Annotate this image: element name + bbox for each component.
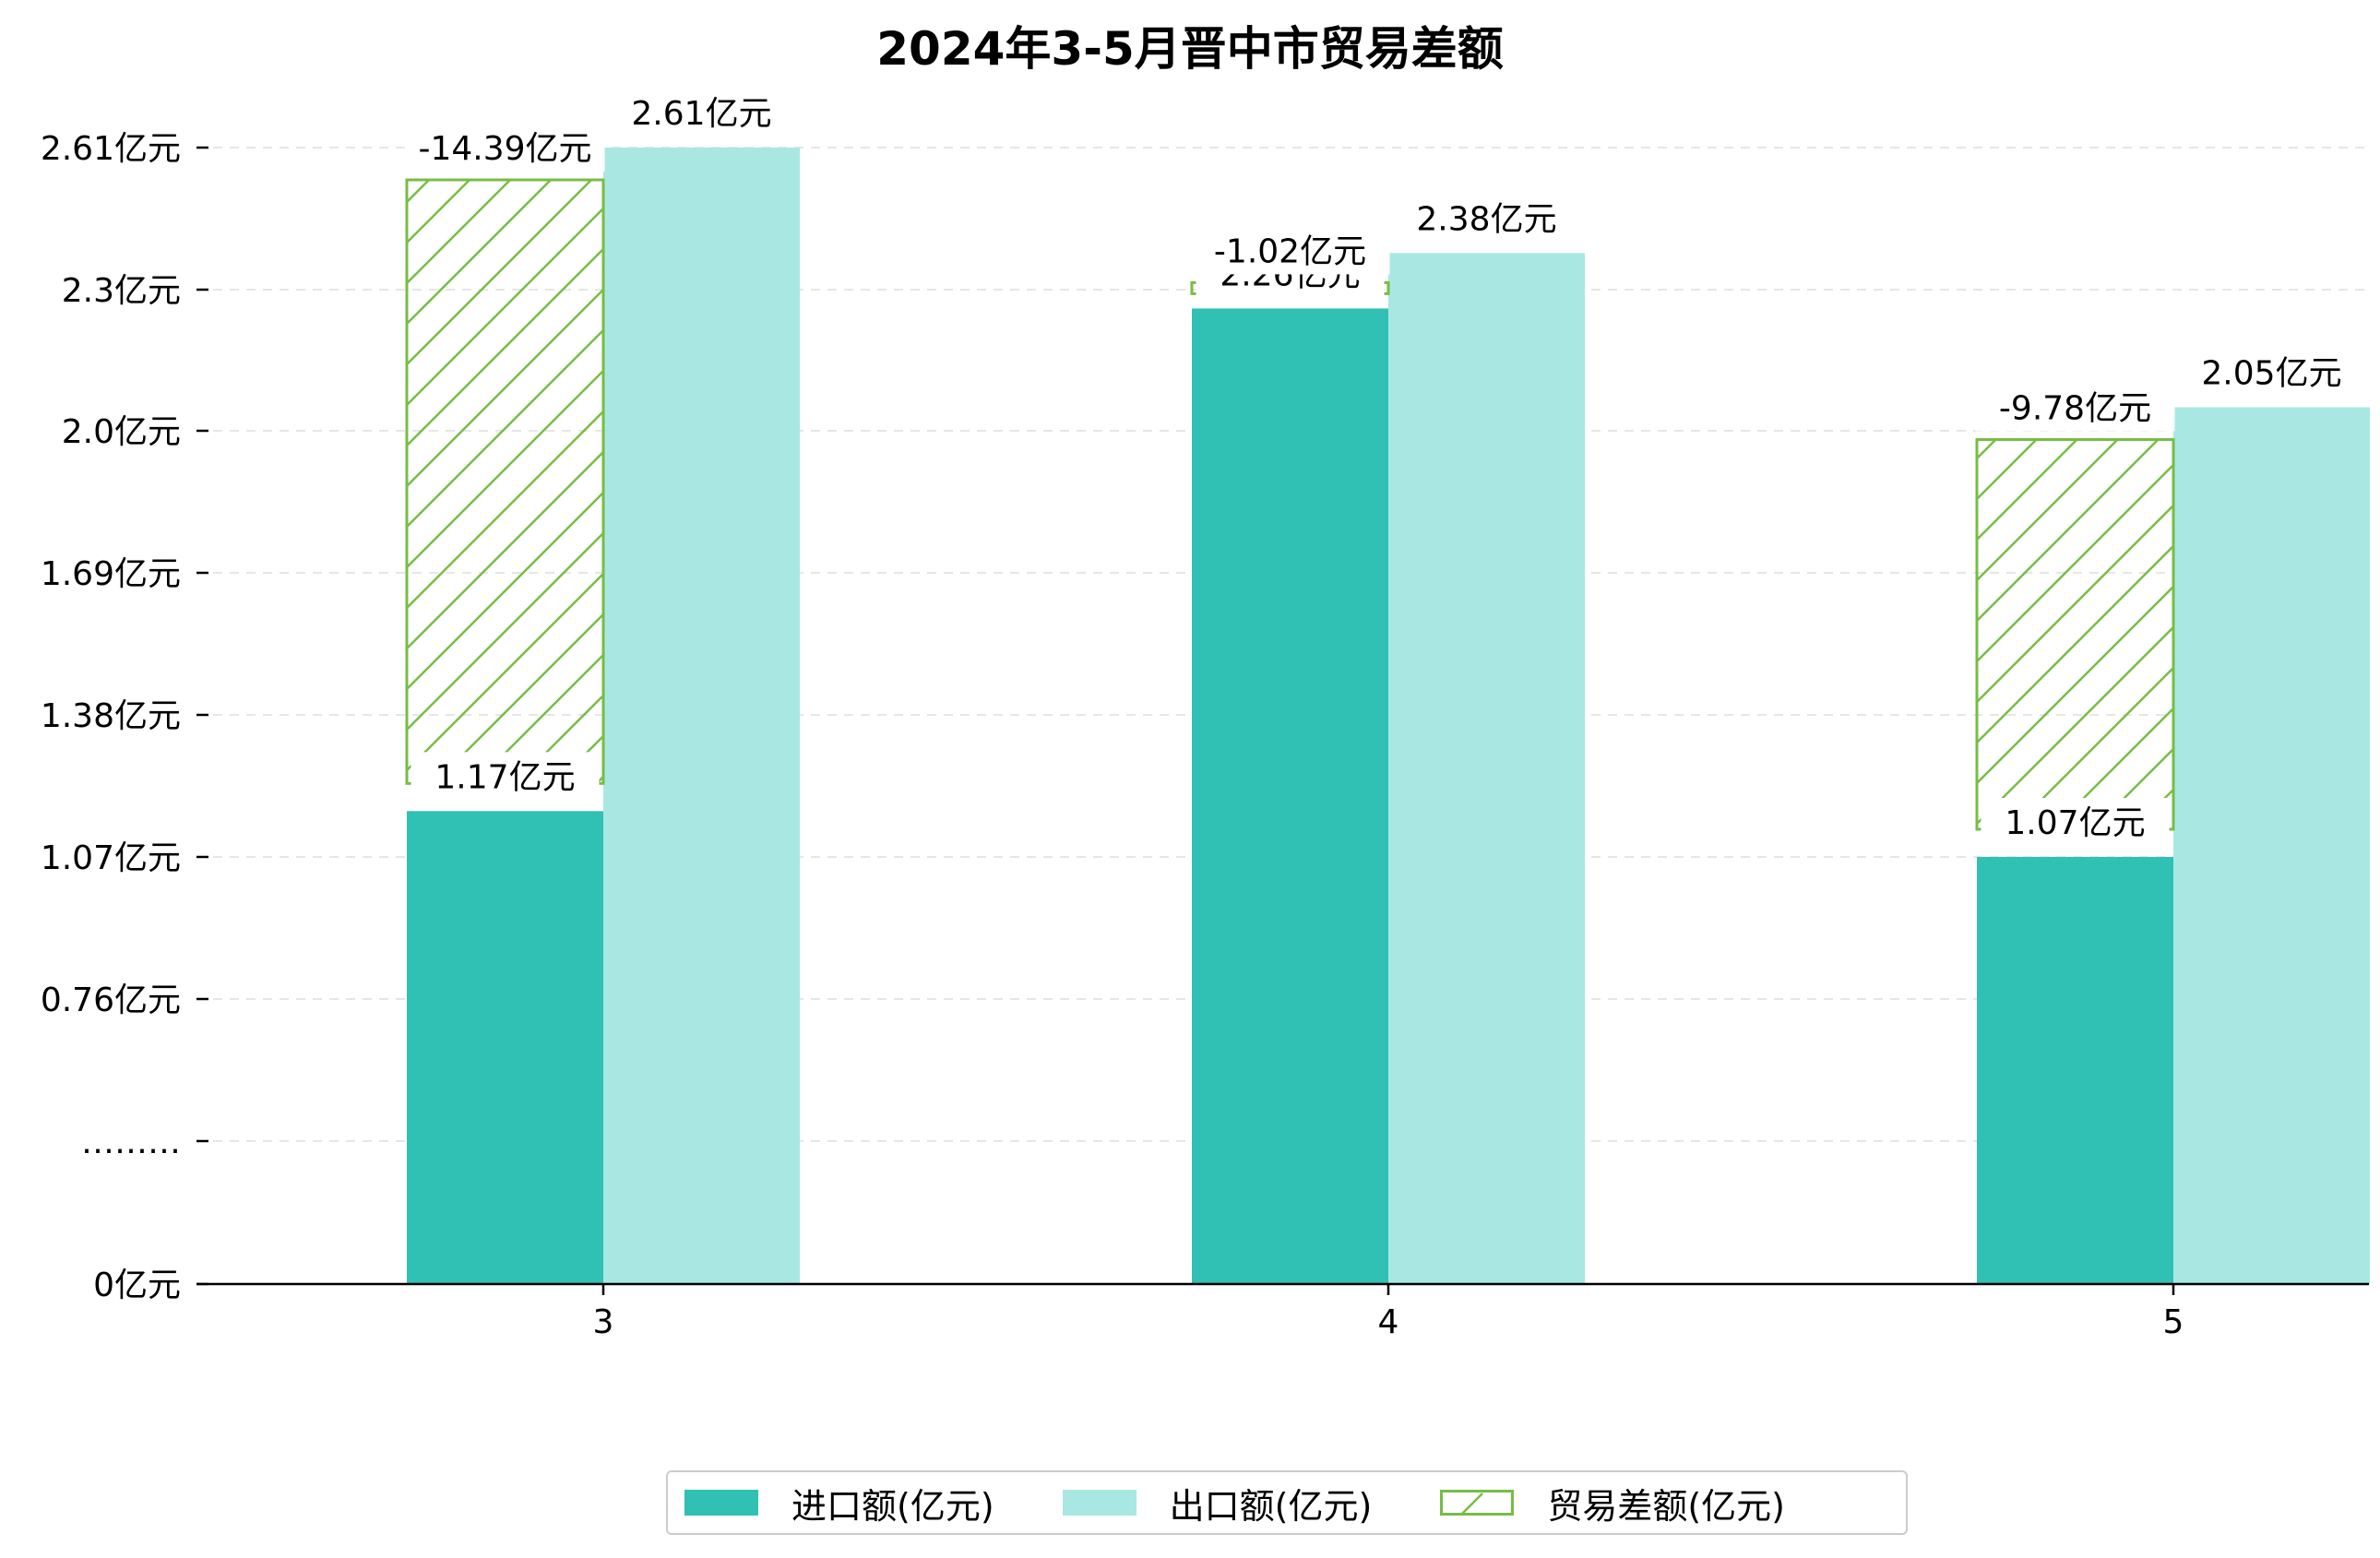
y-tick-label: 1.69亿元 xyxy=(41,555,181,593)
chart-title: 2024年3-5月晋中市贸易差额 xyxy=(876,22,1504,76)
data-label: -14.39亿元 xyxy=(418,130,591,168)
legend-swatch-balance xyxy=(1440,1490,1515,1516)
x-tick-label: 5 xyxy=(2163,1303,2184,1341)
data-label-bg xyxy=(1975,383,2175,432)
data-label: -1.02亿元 xyxy=(1214,232,1366,270)
legend-label-export: 出口额(亿元) xyxy=(1169,1485,1373,1527)
legend-item-export: 出口额(亿元) xyxy=(1062,1478,1373,1528)
data-label: 2.05亿元 xyxy=(2201,355,2341,393)
x-tick-label: 3 xyxy=(593,1303,614,1341)
legend-item-import: 进口额(亿元) xyxy=(684,1478,994,1528)
bar-import xyxy=(1977,857,2173,1284)
y-tick-label: ……… xyxy=(81,1124,181,1161)
y-tick-label: 2.0亿元 xyxy=(62,413,181,451)
data-label: 1.17亿元 xyxy=(434,758,575,796)
legend: 进口额(亿元) 出口额(亿元) 贸易差额(亿元) xyxy=(666,1470,1908,1535)
bar-export xyxy=(2173,407,2370,1284)
bar-import xyxy=(407,811,603,1284)
legend-swatch-import xyxy=(684,1490,758,1516)
data-labels: 1.17亿元2.61亿元-14.39亿元2.26亿元2.38亿元-1.02亿元1… xyxy=(405,89,2360,846)
legend-swatch-export xyxy=(1062,1490,1136,1516)
data-label-bg xyxy=(1190,226,1390,275)
legend-label-balance: 贸易差额(亿元) xyxy=(1547,1485,1785,1527)
bar-import xyxy=(1192,308,1388,1284)
legend-label-import: 进口额(亿元) xyxy=(791,1485,994,1527)
data-label: 1.07亿元 xyxy=(2005,804,2145,842)
bar-trade-balance xyxy=(1975,438,2175,831)
y-tick-label: 1.38亿元 xyxy=(41,697,181,735)
y-tick-label: 2.61亿元 xyxy=(41,130,181,168)
axes: 0亿元 ……… 0.76亿元 1.07亿元 1.38亿元 1.69亿元 2.0亿元 2.3亿元… xyxy=(41,130,2369,1341)
bar-export xyxy=(603,148,800,1284)
bar-export xyxy=(1388,253,1585,1284)
y-tick-label: 1.07亿元 xyxy=(41,839,181,877)
data-label-bg xyxy=(405,124,605,172)
data-label: -9.78亿元 xyxy=(1999,390,2151,428)
data-label-bg xyxy=(613,89,790,137)
data-label-bg xyxy=(411,752,600,801)
legend-item-balance: 贸易差额(亿元) xyxy=(1440,1478,1785,1528)
x-tick-label: 4 xyxy=(1378,1303,1399,1341)
bars xyxy=(405,148,2370,1284)
data-label-bg xyxy=(1981,798,2170,846)
y-tick-label: 2.3亿元 xyxy=(62,272,181,310)
y-tick-label: 0亿元 xyxy=(93,1267,181,1304)
data-label-bg xyxy=(1398,194,1575,243)
y-tick-label: 0.76亿元 xyxy=(41,981,181,1019)
data-label: 2.38亿元 xyxy=(1416,200,1556,238)
data-label: 2.61亿元 xyxy=(631,95,771,133)
data-label-bg xyxy=(2184,348,2360,397)
bar-trade-balance xyxy=(405,178,605,785)
